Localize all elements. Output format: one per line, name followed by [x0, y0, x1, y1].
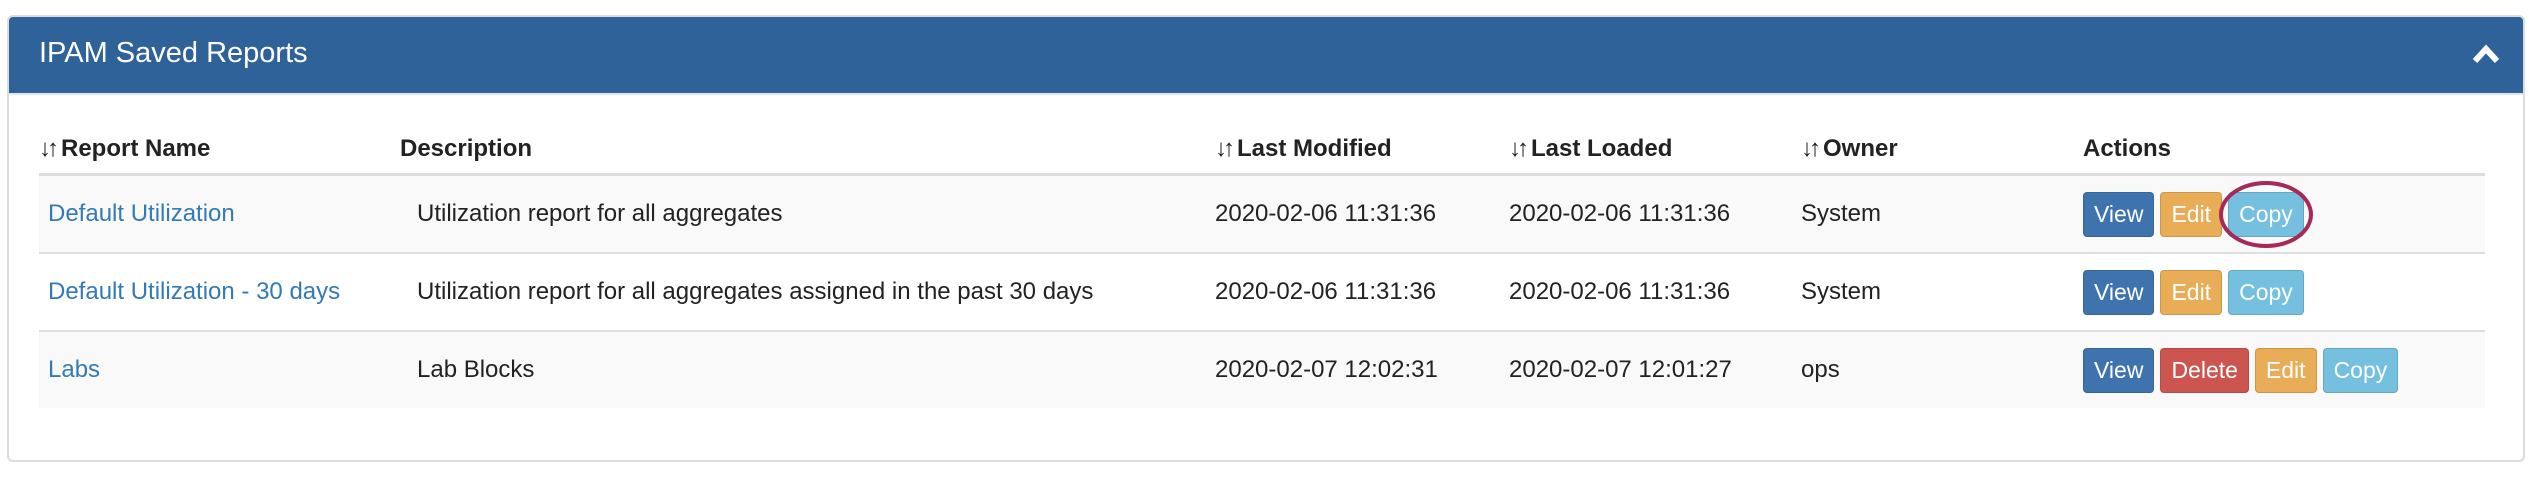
- table-row: Default Utilization Utilization report f…: [39, 174, 2485, 254]
- edit-button[interactable]: Edit: [2160, 269, 2223, 315]
- sort-icon: ↓↑: [39, 135, 59, 162]
- edit-button[interactable]: Edit: [2254, 347, 2317, 393]
- sort-icon: ↓↑: [1509, 135, 1529, 162]
- panel-header: IPAM Saved Reports: [9, 17, 2523, 95]
- actions-cell: View Edit Copy: [2083, 253, 2485, 332]
- col-report-name[interactable]: ↓↑ Report Name: [39, 125, 400, 176]
- owner-cell: System: [1801, 253, 2083, 332]
- report-link[interactable]: Default Utilization: [48, 200, 235, 227]
- col-actions: Actions: [2083, 125, 2485, 176]
- last-loaded-cell: 2020-02-06 11:31:36: [1509, 174, 1801, 254]
- chevron-up-icon[interactable]: [2471, 39, 2501, 69]
- copy-button[interactable]: Copy: [2219, 180, 2313, 248]
- col-last-loaded[interactable]: ↓↑ Last Loaded: [1509, 125, 1801, 176]
- view-button[interactable]: View: [2083, 191, 2155, 237]
- last-modified-cell: 2020-02-06 11:31:36: [1215, 174, 1509, 254]
- last-loaded-cell: 2020-02-06 11:31:36: [1509, 253, 1801, 332]
- owner-cell: ops: [1801, 331, 2083, 408]
- table-row: Default Utilization - 30 days Utilizatio…: [39, 253, 2485, 332]
- report-link[interactable]: Default Utilization - 30 days: [48, 278, 341, 305]
- actions-cell: View Delete Edit Copy: [2083, 331, 2485, 408]
- last-loaded-cell: 2020-02-07 12:01:27: [1509, 331, 1801, 408]
- col-owner[interactable]: ↓↑ Owner: [1801, 125, 2083, 176]
- delete-button[interactable]: Delete: [2160, 347, 2249, 393]
- last-modified-cell: 2020-02-06 11:31:36: [1215, 253, 1509, 332]
- sort-icon: ↓↑: [1801, 135, 1821, 162]
- copy-button[interactable]: Copy: [2228, 269, 2304, 315]
- panel-title: IPAM Saved Reports: [39, 37, 308, 69]
- owner-cell: System: [1801, 174, 2083, 254]
- actions-cell: View Edit Copy: [2083, 174, 2485, 254]
- view-button[interactable]: View: [2083, 347, 2155, 393]
- reports-table: ↓↑ Report Name Description ↓↑ Last Modifie…: [39, 125, 2485, 408]
- table-header-row: ↓↑ Report Name Description ↓↑ Last Modifie…: [39, 125, 2485, 176]
- edit-button[interactable]: Edit: [2160, 191, 2223, 237]
- highlight-circle: [2219, 180, 2313, 248]
- table-row: Labs Lab Blocks 2020-02-07 12:02:31 2020…: [39, 331, 2485, 408]
- description-cell: Lab Blocks: [400, 331, 1215, 408]
- description-cell: Utilization report for all aggregates as…: [400, 253, 1215, 332]
- report-link[interactable]: Labs: [48, 356, 101, 383]
- col-description: Description: [400, 125, 1215, 176]
- saved-reports-panel: IPAM Saved Reports ↓↑ Report Name Descrip…: [7, 15, 2525, 462]
- last-modified-cell: 2020-02-07 12:02:31: [1215, 331, 1509, 408]
- copy-button[interactable]: Copy: [2322, 347, 2399, 393]
- col-last-modified[interactable]: ↓↑ Last Modified: [1215, 125, 1509, 176]
- view-button[interactable]: View: [2083, 269, 2155, 315]
- sort-icon: ↓↑: [1215, 135, 1235, 162]
- description-cell: Utilization report for all aggregates: [400, 174, 1215, 254]
